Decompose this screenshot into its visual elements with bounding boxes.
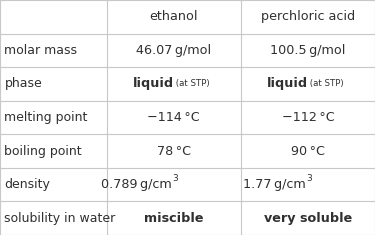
- Text: 100.5 g/mol: 100.5 g/mol: [270, 44, 346, 57]
- Text: solubility in water: solubility in water: [4, 212, 116, 225]
- Text: liquid: liquid: [133, 77, 174, 90]
- Text: melting point: melting point: [4, 111, 88, 124]
- Text: 46.07 g/mol: 46.07 g/mol: [136, 44, 212, 57]
- Text: boiling point: boiling point: [4, 145, 82, 158]
- Text: 78 °C: 78 °C: [157, 145, 191, 158]
- Text: molar mass: molar mass: [4, 44, 78, 57]
- Text: ethanol: ethanol: [150, 10, 198, 23]
- Text: −112 °C: −112 °C: [282, 111, 334, 124]
- Text: 1.77 g/cm: 1.77 g/cm: [243, 178, 306, 191]
- Text: perchloric acid: perchloric acid: [261, 10, 355, 23]
- Text: (at STP): (at STP): [174, 79, 209, 88]
- Text: 90 °C: 90 °C: [291, 145, 325, 158]
- Text: density: density: [4, 178, 50, 191]
- Text: 0.789 g/cm: 0.789 g/cm: [101, 178, 172, 191]
- Text: (at STP): (at STP): [308, 79, 344, 88]
- Text: 3: 3: [172, 174, 178, 183]
- Text: phase: phase: [4, 77, 42, 90]
- Text: −114 °C: −114 °C: [147, 111, 200, 124]
- Text: miscible: miscible: [144, 212, 204, 225]
- Text: liquid: liquid: [267, 77, 308, 90]
- Text: 3: 3: [306, 174, 312, 183]
- Text: very soluble: very soluble: [264, 212, 352, 225]
